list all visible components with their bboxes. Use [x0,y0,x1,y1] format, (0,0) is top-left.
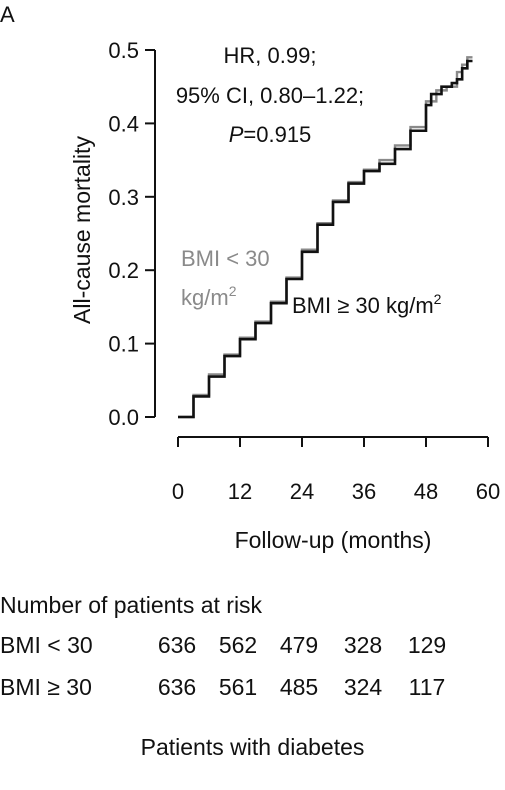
series-label-bmi-ge30: BMI ≥ 30 kg/m2 [292,291,442,318]
x-tick-label: 24 [290,479,314,504]
series-label-bmi-lt30-unit: kg/m [181,285,229,310]
series-layer [178,56,473,419]
series-line-bmi-lt30 [178,56,473,419]
risk-row-label: BMI ≥ 30 [0,674,92,700]
x-tick-label: 12 [228,479,252,504]
series-label-bmi-lt30-line2: kg/m2 [181,283,237,310]
risk-cell: 328 [343,632,383,658]
series-label-bmi-ge30-sup: 2 [434,291,442,307]
panel-label: A [0,2,15,27]
risk-cell: 485 [279,674,319,700]
risk-row-label: BMI < 30 [0,632,93,658]
annotation-ci: 95% CI, 0.80–1.22; [176,83,364,108]
x-axis-label: Follow-up (months) [235,527,432,553]
y-tick-label: 0.0 [108,405,139,430]
p-label: P [229,122,244,147]
x-tick-label: 0 [172,479,184,504]
risk-cell: 636 [157,632,197,658]
x-tick-label: 36 [352,479,376,504]
series-label-bmi-lt30-line1: BMI < 30 [181,246,270,271]
x-tick-label: 48 [414,479,438,504]
y-axis-label: All-cause mortality [69,136,95,324]
y-tick-label: 0.5 [108,38,139,63]
risk-cell: 636 [157,674,197,700]
figure-footer: Patients with diabetes [140,734,365,760]
series-label-bmi-lt30-sup: 2 [229,283,237,299]
risk-cell: 562 [218,632,258,658]
p-value: =0.915 [243,122,311,147]
axes: 0.0 0.1 0.2 0.3 0.4 0.5 0 12 24 36 48 60 [108,38,500,504]
risk-cell: 117 [408,674,446,700]
risk-cell: 479 [279,632,319,658]
risk-table-title: Number of patients at risk [0,592,263,618]
risk-cell: 129 [407,632,447,658]
series-label-bmi-ge30-text: BMI ≥ 30 kg/m [292,293,434,318]
km-chart: 0.0 0.1 0.2 0.3 0.4 0.5 0 12 24 36 48 60 All-cause … [69,38,500,553]
annotation-hr: HR, 0.99; [224,43,317,68]
risk-row-bmi-lt30: BMI < 30 636 562 479 328 129 [0,632,505,662]
x-tick-label: 60 [476,479,500,504]
y-tick-label: 0.2 [108,258,139,283]
y-tick-label: 0.4 [108,111,139,136]
risk-cell: 324 [343,674,383,700]
y-tick-label: 0.3 [108,185,139,210]
risk-row-bmi-ge30: BMI ≥ 30 636 561 485 324 117 [0,674,505,704]
risk-cell: 561 [218,674,258,700]
y-tick-label: 0.1 [108,332,139,357]
annotation-p: P=0.915 [229,122,312,147]
series-line-bmi-ge30 [178,59,473,419]
